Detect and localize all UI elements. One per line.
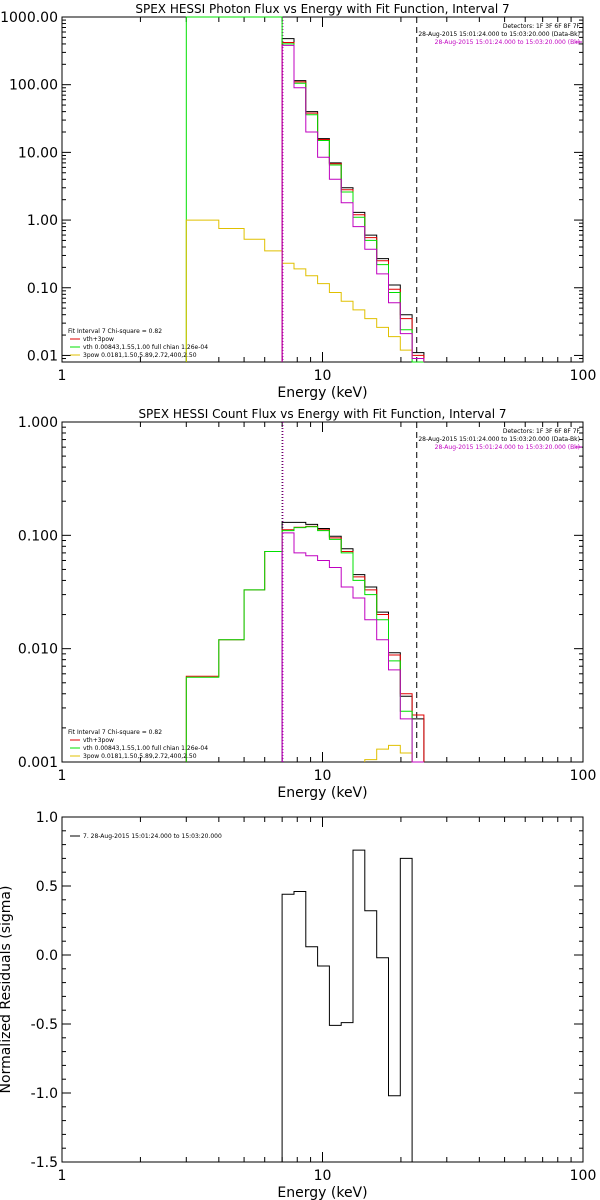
x-tick-label: 10 bbox=[314, 768, 332, 784]
series-line bbox=[281, 44, 425, 362]
y-tick-label: 0.5 bbox=[36, 879, 58, 895]
x-tick-label: 100 bbox=[570, 1168, 597, 1184]
x-axis-label: Energy (keV) bbox=[277, 385, 367, 401]
x-tick-label: 1 bbox=[58, 368, 67, 384]
chart-title: SPEX HESSI Count Flux vs Energy with Fit… bbox=[138, 407, 506, 421]
plot-frame bbox=[61, 421, 584, 763]
y-tick-label: 1.000 bbox=[18, 415, 58, 431]
y-tick-label: -1.5 bbox=[31, 1155, 58, 1171]
info-line: 28-Aug-2015 15:01:24.000 to 15:03:20.000… bbox=[418, 436, 580, 443]
x-tick-label: 10 bbox=[314, 368, 332, 384]
y-tick-label: 0.100 bbox=[18, 528, 58, 544]
x-tick-label: 100 bbox=[570, 368, 597, 384]
y-tick-label: 0.010 bbox=[18, 642, 58, 658]
residuals-panel: -1.5 -1.0 -0.5 0.0 0.5 1.0 1 10 100 Energy (keV) N… bbox=[0, 810, 596, 1200]
legend-header: Fit Interval 7 Chi-square = 0.82 bbox=[68, 328, 162, 335]
info-line: 28-Aug-2015 15:01:24.000 to 15:03:20.000… bbox=[435, 39, 580, 46]
legend-label: vth 0.00843,1.55,1.00 full chian 1.26e-0… bbox=[83, 344, 208, 351]
y-tick-label: -0.5 bbox=[31, 1017, 58, 1033]
y-tick-label: 1.0 bbox=[36, 810, 58, 826]
legend-label: 3pow 0.0181,1.50,5.89,2.72,400,2.50 bbox=[83, 753, 197, 760]
chart-title: SPEX HESSI Photon Flux vs Energy with Fi… bbox=[135, 2, 509, 16]
plot-frame bbox=[61, 16, 584, 363]
series-line bbox=[185, 219, 425, 362]
series-line bbox=[185, 16, 424, 363]
x-tick-label: 1 bbox=[58, 768, 67, 784]
y-tick-label: 0.01 bbox=[27, 348, 58, 364]
y-tick-label: 10.00 bbox=[18, 145, 58, 161]
plot-frame bbox=[61, 816, 584, 1163]
y-tick-label: 100.00 bbox=[9, 78, 58, 94]
series-line bbox=[281, 849, 413, 1162]
legend-label: 3pow 0.0181,1.50,5.89,2.72,400,2.50 bbox=[83, 352, 197, 359]
legend-label: 7. 28-Aug-2015 15:01:24.000 to 15:03:20.… bbox=[83, 833, 222, 840]
x-tick-label: 10 bbox=[314, 1168, 332, 1184]
photon-flux-panel: SPEX HESSI Photon Flux vs Energy with Fi… bbox=[0, 2, 596, 401]
info-line: Detectors: 1F 3F 6F 8F 7F bbox=[503, 428, 581, 435]
series-line bbox=[281, 532, 424, 763]
series-line bbox=[364, 744, 424, 763]
y-tick-label: -1.0 bbox=[31, 1086, 58, 1102]
legend-header: Fit Interval 7 Chi-square = 0.82 bbox=[68, 729, 162, 736]
legend-label: vth+3pow bbox=[83, 737, 114, 744]
y-tick-label: 0.10 bbox=[27, 281, 58, 297]
y-tick-label: 1.00 bbox=[27, 213, 58, 229]
y-tick-label: 0.001 bbox=[18, 755, 58, 771]
info-line: 28-Aug-2015 15:01:24.000 to 15:03:20.000… bbox=[435, 444, 580, 451]
x-axis-label: Energy (keV) bbox=[277, 1185, 367, 1200]
count-flux-panel: SPEX HESSI Count Flux vs Energy with Fit… bbox=[18, 407, 596, 801]
info-line: Detectors: 1F 3F 6F 8F 7F bbox=[503, 23, 581, 30]
legend-label: vth+3pow bbox=[83, 336, 114, 343]
y-tick-label: 1000.00 bbox=[0, 10, 58, 26]
x-tick-label: 100 bbox=[570, 768, 597, 784]
y-axis-label: Normalized Residuals (sigma) bbox=[0, 886, 14, 1094]
y-tick-label: 0.0 bbox=[36, 948, 58, 964]
x-axis-label: Energy (keV) bbox=[277, 785, 367, 801]
info-line: 28-Aug-2015 15:01:24.000 to 15:03:20.000… bbox=[418, 31, 580, 38]
legend-label: vth 0.00843,1.55,1.00 full chian 1.26e-0… bbox=[83, 745, 208, 752]
x-tick-label: 1 bbox=[58, 1168, 67, 1184]
